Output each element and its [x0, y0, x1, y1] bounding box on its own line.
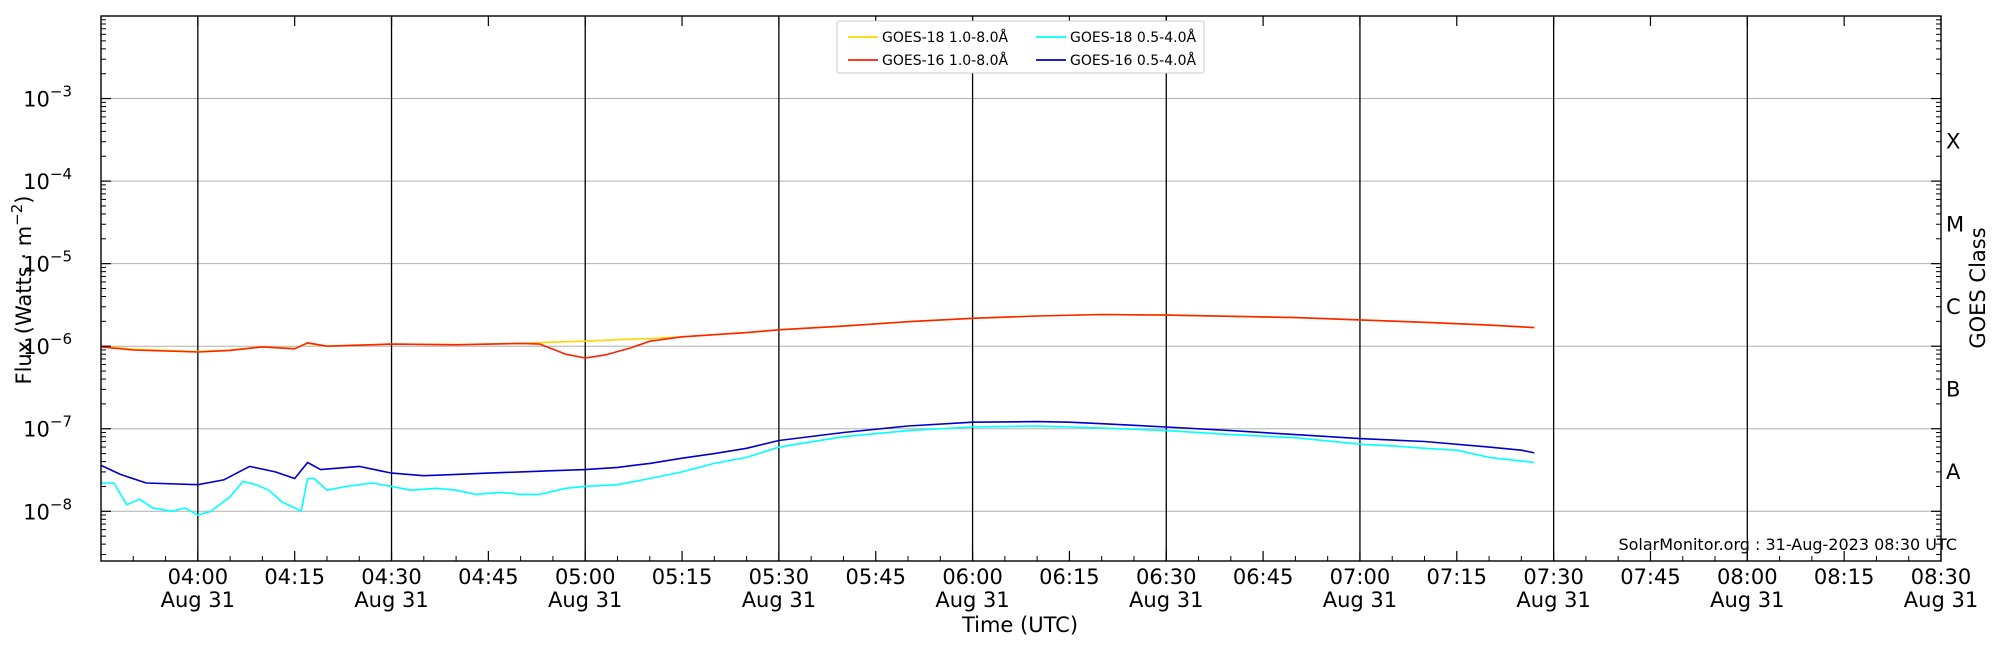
x-tick-date-label: Aug 31	[161, 588, 235, 612]
x-tick-label: 08:00	[1717, 565, 1778, 589]
legend: GOES-18 1.0-8.0Å GOES-16 1.0-8.0Å GOES-18 …	[836, 20, 1205, 74]
y-tick-label: 10−3	[23, 83, 72, 112]
x-tick-label: 04:45	[458, 565, 519, 589]
goes-class-axis-title: GOES Class	[1966, 227, 1990, 348]
x-tick-date-label: Aug 31	[1323, 588, 1397, 612]
x-tick-label: 05:15	[652, 565, 713, 589]
x-tick-label: 06:30	[1136, 565, 1197, 589]
x-tick-date-label: Aug 31	[935, 588, 1009, 612]
x-tick-label: 04:00	[168, 565, 229, 589]
legend-entry-label: GOES-18 0.5-4.0Å	[1070, 29, 1196, 46]
x-tick-date-label: Aug 31	[1904, 588, 1978, 612]
x-tick-date-label: Aug 31	[548, 588, 622, 612]
grid-layer	[101, 16, 1941, 561]
x-tick-label: 06:00	[942, 565, 1003, 589]
series-line-1	[100, 313, 1535, 359]
goes-class-label: C	[1946, 295, 1961, 319]
x-tick-label: 04:30	[361, 565, 422, 589]
series-layer	[100, 313, 1535, 516]
x-tick-label: 06:15	[1039, 565, 1100, 589]
x-tick-label: 05:45	[845, 565, 906, 589]
x-tick-date-label: Aug 31	[1516, 588, 1590, 612]
legend-entry-label: GOES-16 0.5-4.0Å	[1070, 52, 1196, 69]
x-tick-label: 06:45	[1233, 565, 1294, 589]
x-axis-title: Time (UTC)	[961, 613, 1078, 637]
legend-box	[836, 20, 1205, 74]
x-tick-label: 07:30	[1523, 565, 1584, 589]
x-tick-date-label: Aug 31	[1710, 588, 1784, 612]
series-line-2	[101, 425, 1535, 516]
series-line-3	[100, 420, 1535, 486]
x-tick-label: 08:30	[1911, 565, 1972, 589]
x-tick-label: 08:15	[1814, 565, 1875, 589]
goes-class-label: B	[1946, 377, 1960, 401]
goes-class-label: X	[1946, 130, 1960, 154]
y-tick-label: 10−7	[23, 413, 72, 442]
y-axis-title: Flux (Watts · m−2)	[8, 195, 36, 384]
y-tick-label: 10−8	[23, 495, 72, 524]
credit-text: SolarMonitor.org : 31-Aug-2023 08:30 UTC	[1618, 535, 1957, 554]
y-tick-label: 10−5	[23, 248, 72, 277]
x-tick-label: 05:00	[555, 565, 616, 589]
goes-class-label: M	[1946, 212, 1964, 236]
x-tick-label: 05:30	[749, 565, 810, 589]
x-tick-label: 07:15	[1427, 565, 1488, 589]
legend-entry-label: GOES-16 1.0-8.0Å	[882, 52, 1008, 69]
x-tick-date-label: Aug 31	[742, 588, 816, 612]
x-tick-label: 04:15	[264, 565, 325, 589]
x-tick-date-label: Aug 31	[354, 588, 428, 612]
legend-entry-label: GOES-18 1.0-8.0Å	[882, 29, 1008, 46]
y-tick-label: 10−4	[23, 165, 72, 194]
y-tick-label: 10−6	[23, 330, 72, 359]
goes-class-label: A	[1946, 460, 1961, 484]
x-tick-date-label: Aug 31	[1129, 588, 1203, 612]
x-tick-label: 07:00	[1330, 565, 1391, 589]
x-tick-label: 07:45	[1620, 565, 1681, 589]
